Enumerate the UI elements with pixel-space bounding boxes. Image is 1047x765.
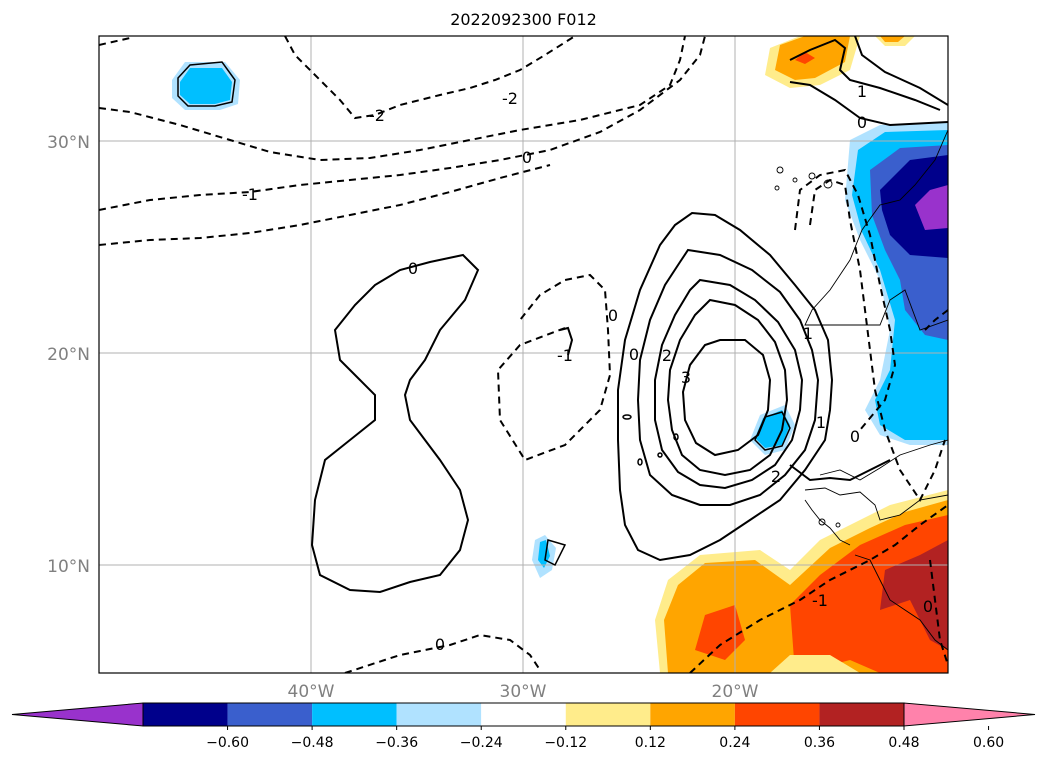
contour-label: 1 xyxy=(803,324,813,343)
contour-label: 3 xyxy=(681,368,691,387)
colorbar-tick-label: 0.36 xyxy=(804,735,835,751)
contour-label: 0 xyxy=(923,597,933,616)
colorbar-segment xyxy=(565,703,651,726)
lat-label-30n: 30°N xyxy=(47,133,90,153)
colorbar-segment xyxy=(819,703,904,726)
contour-label: 1 xyxy=(857,82,867,101)
map-plot-area: -2 -2 0 -1 0 -1 0 0 2 3 1 2 0 1 0 0 -1 0… xyxy=(99,36,948,673)
colorbar-segment xyxy=(481,703,566,726)
lon-label-40w: 40°W xyxy=(288,682,335,702)
colorbar: −0.60 −0.48 −0.36 −0.24 −0.12 0.12 0.24 0.36 0.4… xyxy=(11,702,1036,751)
lat-label-10n: 10°N xyxy=(47,557,90,577)
colorbar-tick-label: −0.24 xyxy=(460,735,503,751)
colorbar-outline xyxy=(142,702,905,727)
contour-label: 0 xyxy=(857,113,867,132)
warm-shading xyxy=(655,36,948,673)
colorbar-segment xyxy=(312,703,397,726)
contour-label: 0 xyxy=(850,427,860,446)
contour-label: 0 xyxy=(408,259,418,278)
colorbar-tick-label: −0.60 xyxy=(206,735,249,751)
contour-lines xyxy=(99,36,948,673)
contour-label: 0 xyxy=(629,345,639,364)
colorbar-tick-label: −0.12 xyxy=(544,735,587,751)
contour-label: 0 xyxy=(522,148,532,167)
colorbar-tick-label: 0.60 xyxy=(973,735,1004,751)
colorbar-segment xyxy=(734,703,820,726)
colorbar-segment xyxy=(143,703,228,726)
colorbar-tick-label: −0.48 xyxy=(291,735,334,751)
colorbar-segment xyxy=(650,703,735,726)
contour-label: 1 xyxy=(816,413,826,432)
contour-label: -1 xyxy=(557,346,573,365)
contour-label: 2 xyxy=(771,467,781,486)
contour-label: -1 xyxy=(812,591,828,610)
contour-label: -1 xyxy=(242,185,258,204)
lon-label-20w: 20°W xyxy=(712,682,759,702)
contour-labels: -2 -2 0 -1 0 -1 0 0 2 3 1 2 0 1 0 0 -1 0… xyxy=(242,82,933,654)
contour-label: -2 xyxy=(502,89,518,108)
colorbar-segment xyxy=(227,703,313,726)
longitude-labels: 40°W 30°W 20°W xyxy=(288,682,759,702)
colorbar-tick-label: 0.24 xyxy=(719,735,750,751)
contour-label: 0 xyxy=(608,306,618,325)
colorbar-extend-low xyxy=(11,702,144,727)
map-frame xyxy=(98,35,949,674)
colorbar-tick-label: 0.48 xyxy=(888,735,919,751)
lon-label-30w: 30°W xyxy=(500,682,547,702)
graticule xyxy=(99,36,948,673)
colorbar-tick-label: 0.12 xyxy=(635,735,666,751)
latitude-labels: 30°N 20°N 10°N xyxy=(47,133,90,577)
coastline xyxy=(774,129,948,651)
lat-label-20n: 20°N xyxy=(47,345,90,365)
contour-label: 0 xyxy=(435,635,445,654)
map-title: 2022092300 F012 xyxy=(450,10,597,29)
colorbar-segment xyxy=(396,703,482,726)
colorbar-tick-label: −0.36 xyxy=(375,735,418,751)
contour-label: 2 xyxy=(662,346,672,365)
contour-label: -2 xyxy=(369,106,385,125)
colorbar-extend-high xyxy=(903,702,1036,727)
cool-shading xyxy=(172,62,948,578)
